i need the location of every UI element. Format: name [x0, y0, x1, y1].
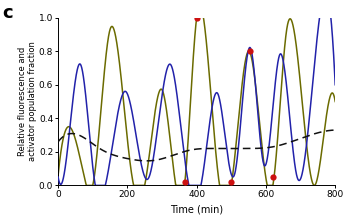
Y-axis label: Relative fluorescence and
activator population fraction: Relative fluorescence and activator popu… [18, 42, 38, 161]
X-axis label: Time (min): Time (min) [170, 205, 223, 215]
Text: c: c [3, 4, 13, 22]
